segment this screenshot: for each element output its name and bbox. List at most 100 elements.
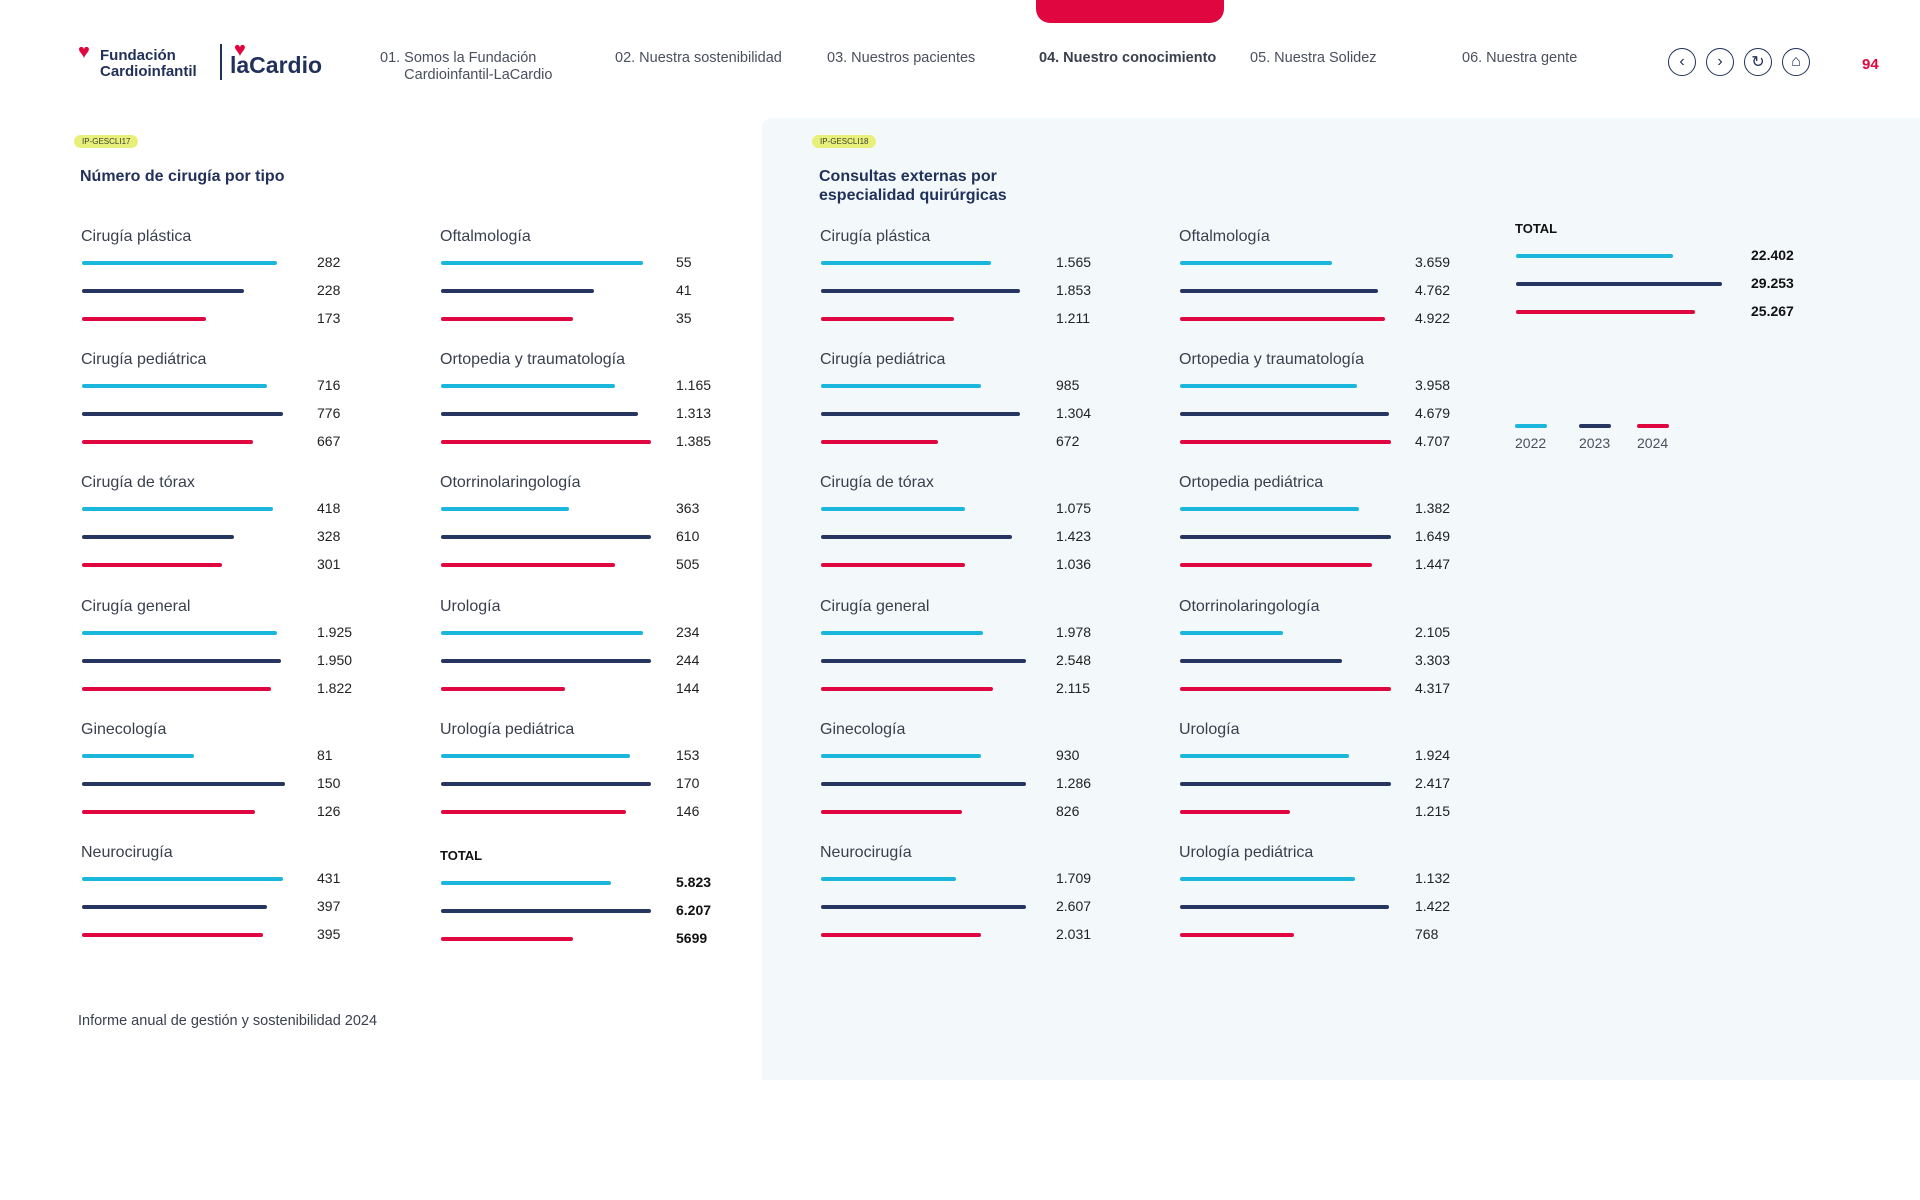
bar-2022 — [82, 507, 273, 511]
bar-value: 1.978 — [1056, 624, 1092, 640]
bar-value: 22.402 — [1751, 247, 1794, 263]
category-title: Ortopedia y traumatología — [440, 351, 625, 368]
bar-2024 — [821, 563, 965, 567]
bar-row-2024: 395 — [81, 920, 381, 948]
bar-row-2023: 1.950 — [81, 646, 381, 674]
nav-item-sostenibilidad[interactable]: 02. Nuestra sostenibilidad — [615, 50, 782, 66]
bar-row-2023: 2.548 — [820, 646, 1120, 674]
bar-value: 25.267 — [1751, 303, 1794, 319]
previous-button[interactable]: ‹ — [1668, 48, 1696, 76]
refresh-icon: ↻ — [1751, 54, 1765, 71]
category-group: Ginecología 81 150 126 — [81, 721, 381, 825]
bar-value: 2.607 — [1056, 898, 1092, 914]
bar-row-2023: 397 — [81, 892, 381, 920]
nav-item-pacientes[interactable]: 03. Nuestros pacientes — [827, 50, 976, 66]
category-title: Neurocirugía — [820, 844, 912, 861]
bar-2022 — [441, 384, 615, 388]
logo[interactable]: ♥ Fundación Cardioinfantil ♥ laCardio — [78, 40, 338, 82]
bar-2022 — [1516, 254, 1673, 258]
nav-item-somos[interactable]: 01. Somos la Fundación Cardioinfantil-La… — [380, 50, 553, 83]
category-title: Otorrinolaringología — [440, 474, 581, 491]
page-number: 94 — [1862, 56, 1879, 73]
category-group: Ortopedia y traumatología 3.958 4.679 4.707 — [1179, 351, 1479, 455]
bar-row-2024: 301 — [81, 550, 381, 578]
category-group: Oftalmología 3.659 4.762 4.922 — [1179, 228, 1479, 332]
bar-value: 768 — [1415, 926, 1439, 942]
bar-2024 — [441, 440, 651, 444]
category-group: Neurocirugía 431 397 395 — [81, 844, 381, 948]
category-title: Cirugía pediátrica — [820, 351, 946, 368]
bar-value: 1.036 — [1056, 556, 1092, 572]
category-title: Urología pediátrica — [1179, 844, 1314, 861]
bar-value: 1.423 — [1056, 528, 1092, 544]
bar-value: 1.649 — [1415, 528, 1451, 544]
category-title: Oftalmología — [1179, 228, 1270, 245]
bar-value: 244 — [676, 652, 700, 668]
nav-item-solidez[interactable]: 05. Nuestra Solidez — [1250, 50, 1377, 66]
bar-row-2024: 1.036 — [820, 550, 1120, 578]
bar-value: 4.679 — [1415, 405, 1451, 421]
bar-row-2022: 81 — [81, 741, 381, 769]
bar-row-2023: 1.422 — [1179, 892, 1479, 920]
bar-2023 — [441, 782, 651, 786]
bar-2023 — [1180, 535, 1391, 539]
bar-2022 — [821, 384, 981, 388]
bar-row-2023: 4.679 — [1179, 399, 1479, 427]
nav-item-conocimiento[interactable]: 04. Nuestro conocimiento — [1039, 50, 1217, 66]
bar-2023 — [1180, 905, 1389, 909]
bar-row-2023: 328 — [81, 522, 381, 550]
bar-row-2022: 5.823 — [440, 868, 740, 896]
home-button[interactable]: ⌂ — [1782, 48, 1810, 76]
bar-2022 — [82, 384, 267, 388]
heart-icon: ♥ — [78, 41, 90, 63]
bar-2023 — [821, 289, 1020, 293]
bar-row-2023: 776 — [81, 399, 381, 427]
bar-value: 667 — [317, 433, 341, 449]
bar-2024 — [1180, 440, 1391, 444]
bar-value: 505 — [676, 556, 700, 572]
bar-2022 — [441, 507, 569, 511]
category-group: Cirugía pediátrica 985 1.304 672 — [820, 351, 1120, 455]
bar-2023 — [821, 535, 1012, 539]
category-group: Urología pediátrica 153 170 146 — [440, 721, 740, 825]
category-group: Cirugía plástica 1.565 1.853 1.211 — [820, 228, 1120, 332]
category-group: Urología pediátrica 1.132 1.422 768 — [1179, 844, 1479, 948]
bar-row-2023: 6.207 — [440, 896, 740, 924]
bar-value: 41 — [676, 282, 692, 298]
bar-value: 5699 — [676, 930, 708, 946]
bar-row-2024: 25.267 — [1515, 297, 1815, 325]
bar-2023 — [821, 905, 1026, 909]
bar-2023 — [82, 289, 244, 293]
bar-value: 1.924 — [1415, 747, 1451, 763]
bar-row-2022: 1.075 — [820, 494, 1120, 522]
bar-value: 2.105 — [1415, 624, 1451, 640]
bar-row-2022: 1.132 — [1179, 864, 1479, 892]
bar-2023 — [441, 659, 651, 663]
bar-row-2022: 282 — [81, 248, 381, 276]
bar-value: 35 — [676, 310, 692, 326]
category-title: Urología — [440, 598, 501, 615]
bar-value: 1.925 — [317, 624, 353, 640]
bar-2023 — [1180, 659, 1342, 663]
bar-row-2022: 1.165 — [440, 371, 740, 399]
category-title: Ginecología — [81, 721, 167, 738]
bar-row-2023: 41 — [440, 276, 740, 304]
bar-value: 716 — [317, 377, 341, 393]
bar-2022 — [1180, 261, 1332, 265]
category-title: Otorrinolaringología — [1179, 598, 1320, 615]
bar-2022 — [82, 631, 277, 635]
bar-2024 — [82, 933, 263, 937]
bar-value: 1.313 — [676, 405, 712, 421]
bar-2024 — [82, 687, 271, 691]
next-button[interactable]: › — [1706, 48, 1734, 76]
bar-2022 — [82, 877, 283, 881]
bar-2022 — [441, 261, 643, 265]
bar-row-2024: 672 — [820, 427, 1120, 455]
bar-row-2022: 234 — [440, 618, 740, 646]
bar-row-2024: 1.211 — [820, 304, 1120, 332]
bar-row-2022: 1.924 — [1179, 741, 1479, 769]
category-group: Ginecología 930 1.286 826 — [820, 721, 1120, 825]
reload-button[interactable]: ↻ — [1744, 48, 1772, 76]
nav-item-gente[interactable]: 06. Nuestra gente — [1462, 50, 1578, 66]
bar-row-2023: 244 — [440, 646, 740, 674]
